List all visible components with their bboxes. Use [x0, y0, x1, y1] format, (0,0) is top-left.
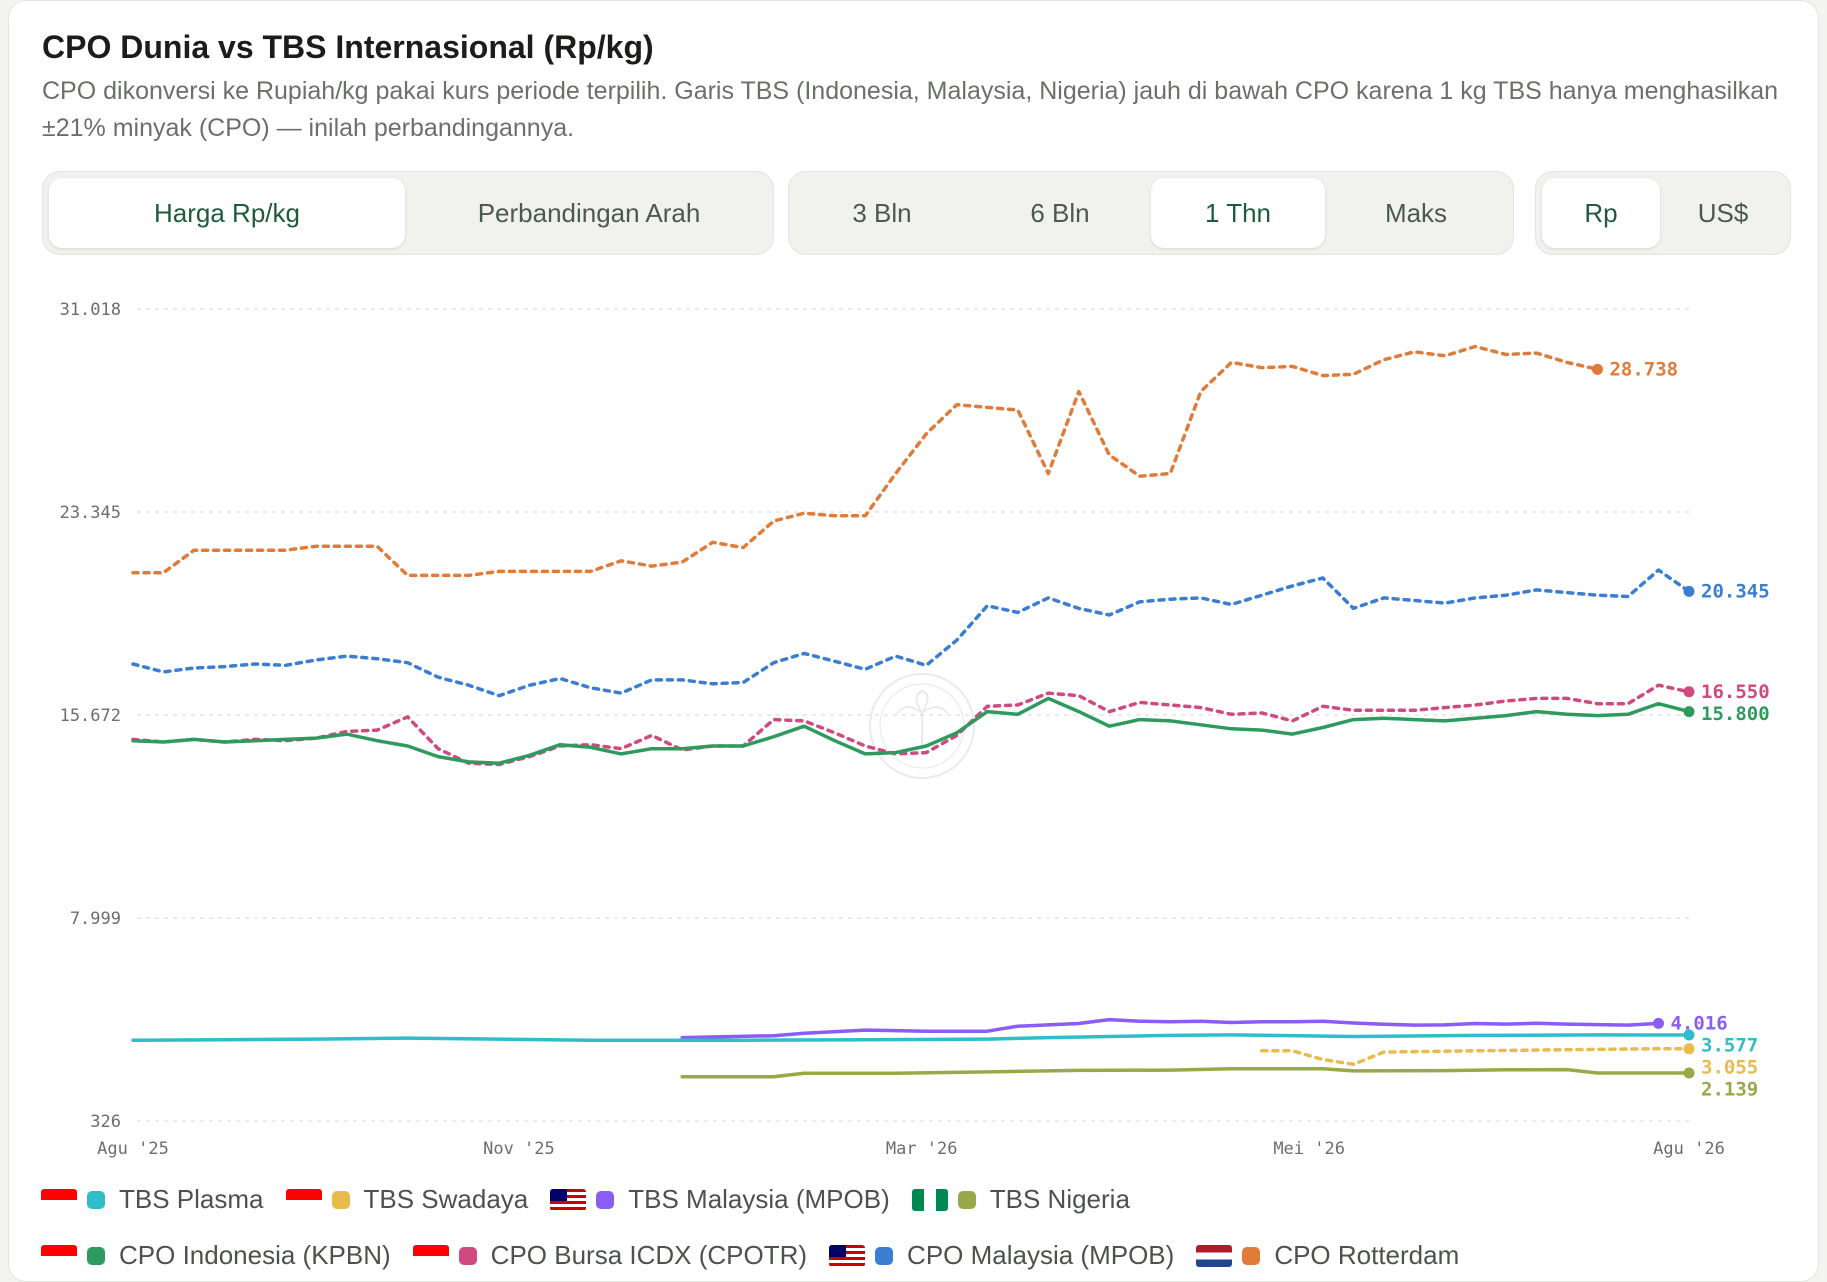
series-line-cpo-indonesia-kpbn: [131, 696, 1691, 765]
legend-swatch: [875, 1246, 894, 1265]
legend-swatch: [1242, 1246, 1261, 1265]
end-point-tbs-nigeria: [1683, 1067, 1695, 1079]
flag-id-icon: [41, 1188, 77, 1211]
end-label-cpo-malaysia-mpob: 20.345: [1701, 580, 1770, 602]
x-tick-label: Agu '26: [1653, 1139, 1725, 1159]
legend-item-tbs-plasma[interactable]: TBS Plasma: [41, 1184, 264, 1215]
flag-my-icon: [829, 1244, 866, 1267]
y-tick-label: 326: [90, 1112, 121, 1132]
legend-row-tbs: TBS Plasma TBS Swadaya TBS Malaysia (MPOB)…: [41, 1184, 1152, 1215]
tab-1-thn[interactable]: 1 Thn: [1151, 178, 1325, 248]
legend-item-tbs-nigeria[interactable]: TBS Nigeria: [911, 1184, 1130, 1215]
tab-rp[interactable]: Rp: [1542, 178, 1660, 248]
end-label-tbs-malaysia-mpob: 4.016: [1670, 1012, 1727, 1034]
legend-swatch: [957, 1190, 976, 1209]
end-point-tbs-plasma: [1683, 1029, 1695, 1041]
legend-label: CPO Bursa ICDX (CPOTR): [490, 1240, 808, 1270]
legend-swatch: [458, 1246, 477, 1265]
legend-item-cpo-indonesia-kpbn[interactable]: CPO Indonesia (KPBN): [41, 1240, 391, 1271]
end-point-cpo-indonesia-kpbn: [1683, 706, 1695, 718]
flag-id-icon: [412, 1244, 449, 1267]
series-line-tbs-malaysia-mpob: [680, 1017, 1661, 1040]
legend-swatch: [596, 1190, 615, 1209]
flag-id-icon: [285, 1188, 322, 1211]
flag-ng-icon: [911, 1188, 948, 1211]
legend-row-cpo: CPO Indonesia (KPBN) CPO Bursa ICDX (CPOT…: [41, 1240, 1481, 1271]
series-line-tbs-nigeria: [680, 1067, 1691, 1079]
view-toggle: Harga Rp/kg Perbandingan Arah: [42, 171, 774, 255]
legend-label: TBS Nigeria: [989, 1184, 1130, 1214]
chart-subtitle: CPO dikonversi ke Rupiah/kg pakai kurs p…: [42, 77, 1779, 142]
legend-label: CPO Rotterdam: [1274, 1240, 1460, 1270]
legend-item-tbs-swadaya[interactable]: TBS Swadaya: [285, 1184, 529, 1215]
y-tick-label: 15.672: [60, 706, 121, 726]
legend-swatch: [87, 1190, 105, 1209]
end-label-tbs-swadaya: 3.055: [1701, 1056, 1758, 1078]
legend-item-cpo-bursa-icdx-cpotr[interactable]: CPO Bursa ICDX (CPOTR): [412, 1240, 808, 1271]
end-label-cpo-bursa-icdx-cpotr: 16.550: [1701, 681, 1770, 703]
series-line-tbs-plasma: [131, 1033, 1691, 1042]
tab-6-bln[interactable]: 6 Bln: [1030, 198, 1090, 228]
end-label-tbs-plasma: 3.577: [1701, 1034, 1758, 1056]
legend-item-tbs-malaysia-mpob[interactable]: TBS Malaysia (MPOB): [550, 1184, 890, 1215]
series-line-tbs-swadaya: [1260, 1046, 1691, 1067]
watermark-seal: [869, 673, 975, 779]
flag-my-icon: [550, 1188, 587, 1211]
series-line-cpo-malaysia-mpob: [131, 568, 1691, 698]
tab-harga-rp-kg[interactable]: Harga Rp/kg: [49, 178, 405, 248]
y-tick-label: 23.345: [60, 503, 121, 523]
end-label-tbs-nigeria: 2.139: [1701, 1078, 1758, 1100]
end-point-cpo-bursa-icdx-cpotr: [1683, 686, 1695, 698]
series-line-cpo-rotterdam: [131, 344, 1600, 578]
end-label-cpo-indonesia-kpbn: 15.800: [1701, 703, 1770, 725]
currency-toggle: Rp US$: [1535, 171, 1791, 255]
x-tick-label: Nov '25: [483, 1139, 555, 1159]
chart-title: CPO Dunia vs TBS Internasional (Rp/kg): [42, 29, 654, 65]
flag-id-icon: [41, 1244, 77, 1267]
end-point-tbs-malaysia-mpob: [1652, 1017, 1664, 1029]
series-line-cpo-bursa-icdx-cpotr: [131, 683, 1691, 767]
line-chart: 31.018 23.345 15.672 7.999 326 Agu '25 Nov '25…: [60, 300, 1770, 1159]
end-label-cpo-rotterdam: 28.738: [1609, 358, 1678, 380]
end-point-tbs-swadaya: [1683, 1043, 1695, 1055]
end-point-cpo-malaysia-mpob: [1683, 585, 1695, 597]
legend-label: CPO Malaysia (MPOB): [907, 1240, 1175, 1270]
legend-label: CPO Indonesia (KPBN): [119, 1240, 391, 1270]
legend-swatch: [331, 1190, 350, 1209]
end-point-cpo-rotterdam: [1591, 363, 1603, 375]
range-toggle: 3 Bln 6 Bln 1 Thn Maks: [788, 171, 1514, 255]
flag-nl-icon: [1196, 1244, 1233, 1267]
chart-card: CPO Dunia vs TBS Internasional (Rp/kg) C…: [8, 0, 1819, 1282]
legend-item-cpo-rotterdam[interactable]: CPO Rotterdam: [1196, 1240, 1459, 1271]
legend-label: TBS Malaysia (MPOB): [628, 1184, 890, 1214]
y-tick-label: 31.018: [60, 300, 121, 320]
legend-label: TBS Plasma: [119, 1184, 264, 1214]
tab-maks[interactable]: Maks: [1384, 198, 1448, 228]
x-tick-label: Mei '26: [1273, 1139, 1345, 1159]
tab-3-bln[interactable]: 3 Bln: [852, 198, 912, 228]
legend-label: TBS Swadaya: [363, 1184, 529, 1214]
legend-item-cpo-malaysia-mpob[interactable]: CPO Malaysia (MPOB): [829, 1240, 1174, 1271]
tab-usd[interactable]: US$: [1697, 198, 1749, 228]
legend-swatch: [87, 1246, 105, 1265]
tab-perbandingan-arah[interactable]: Perbandingan Arah: [477, 198, 701, 228]
y-tick-label: 7.999: [70, 909, 121, 929]
x-tick-label: Mar '26: [886, 1139, 958, 1159]
x-tick-label: Agu '25: [97, 1139, 169, 1159]
